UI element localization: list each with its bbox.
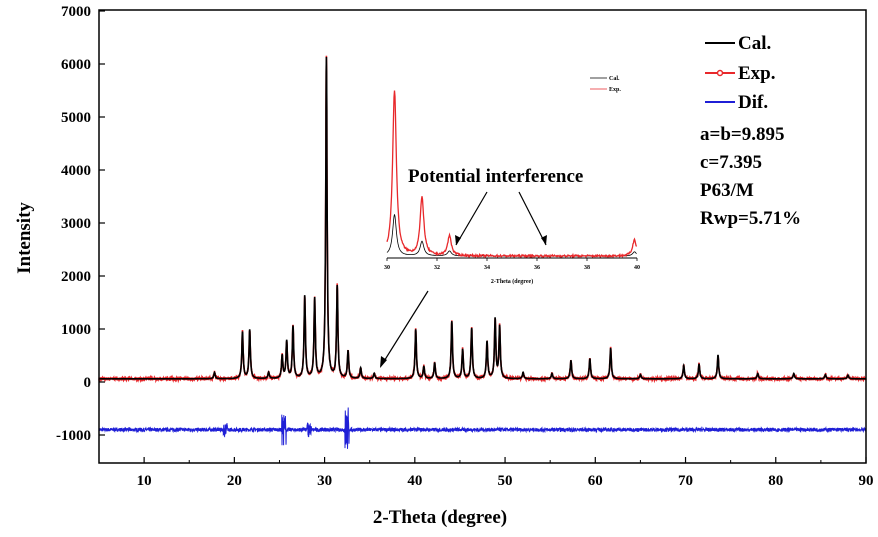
y-tick-label: 1000	[61, 322, 91, 338]
series-dif-line	[98, 407, 867, 449]
info-space-group: P63/M	[700, 180, 754, 201]
y-tick-label: 2000	[61, 269, 91, 285]
info-lattice-c: c=7.395	[700, 152, 762, 173]
plot-frame	[98, 9, 867, 464]
y-tick-label: 5000	[61, 110, 91, 126]
inset-series-exp-line	[386, 90, 638, 260]
x-tick-label: 20	[227, 473, 242, 489]
legend-label-dif: Dif.	[738, 92, 768, 113]
inset-x-tick-label: 40	[634, 265, 640, 271]
x-tick-label: 90	[859, 473, 874, 489]
refinement-info: a=b=9.895 c=7.395 P63/M Rwp=5.71%	[700, 124, 801, 229]
inset-x-axis: 30 32 34 36 38 40	[384, 258, 640, 271]
main-series-group	[98, 55, 867, 449]
y-tick-label: 7000	[61, 4, 91, 20]
x-tick-label: 40	[407, 473, 422, 489]
y-axis: -1000 0 1000 2000 3000 4000 5000 6000 7000	[56, 4, 105, 444]
series-cal-line	[99, 56, 866, 380]
x-tick-label: 60	[588, 473, 603, 489]
inset-x-tick-label: 32	[434, 265, 440, 271]
x-tick-label: 50	[498, 473, 513, 489]
inset-legend-label-exp: Exp.	[609, 87, 621, 93]
annotation-arrows	[380, 191, 547, 368]
info-lattice-ab: a=b=9.895	[700, 124, 784, 145]
y-tick-label: 6000	[61, 57, 91, 73]
annotation-arrow-main	[380, 290, 429, 367]
inset-legend-label-cal: Cal.	[609, 76, 620, 82]
y-tick-label: 0	[84, 375, 92, 391]
y-tick-label: 4000	[61, 163, 91, 179]
legend-label-exp: Exp.	[738, 63, 776, 84]
info-rwp: Rwp=5.71%	[700, 208, 801, 229]
x-axis-title: 2-Theta (degree)	[373, 507, 507, 528]
y-tick-label: -1000	[56, 428, 91, 444]
legend-label-cal: Cal.	[738, 33, 771, 54]
inset-x-tick-label: 30	[384, 265, 390, 271]
inset-series-group	[386, 90, 638, 260]
x-tick-label: 10	[137, 473, 152, 489]
annotation-arrow-right	[518, 191, 547, 246]
x-tick-label: 30	[317, 473, 332, 489]
x-axis: 10 20 30 40 50 60 70 80 90	[98, 457, 874, 489]
x-tick-label: 80	[768, 473, 783, 489]
legend-marker-exp	[716, 69, 724, 77]
annotation-arrowhead-main	[380, 356, 387, 368]
legend: Cal. Exp. Dif.	[705, 33, 776, 113]
x-tick-label: 70	[678, 473, 693, 489]
inset-x-tick-label: 38	[584, 265, 590, 271]
y-axis-title: Intensity	[14, 202, 35, 274]
inset-x-tick-label: 34	[484, 265, 490, 271]
inset-chart: 30 32 34 36 38 40 2-Theta (degree) Cal. Exp.	[384, 76, 640, 285]
inset-x-axis-title: 2-Theta (degree)	[491, 278, 533, 285]
annotation-arrowhead-right	[541, 235, 547, 245]
y-tick-label: 3000	[61, 216, 91, 232]
annotation-arrowhead-left	[455, 235, 461, 245]
annotation-text: Potential interference	[408, 166, 583, 187]
annotation-arrow-left	[455, 191, 488, 246]
inset-x-tick-label: 36	[534, 265, 540, 271]
